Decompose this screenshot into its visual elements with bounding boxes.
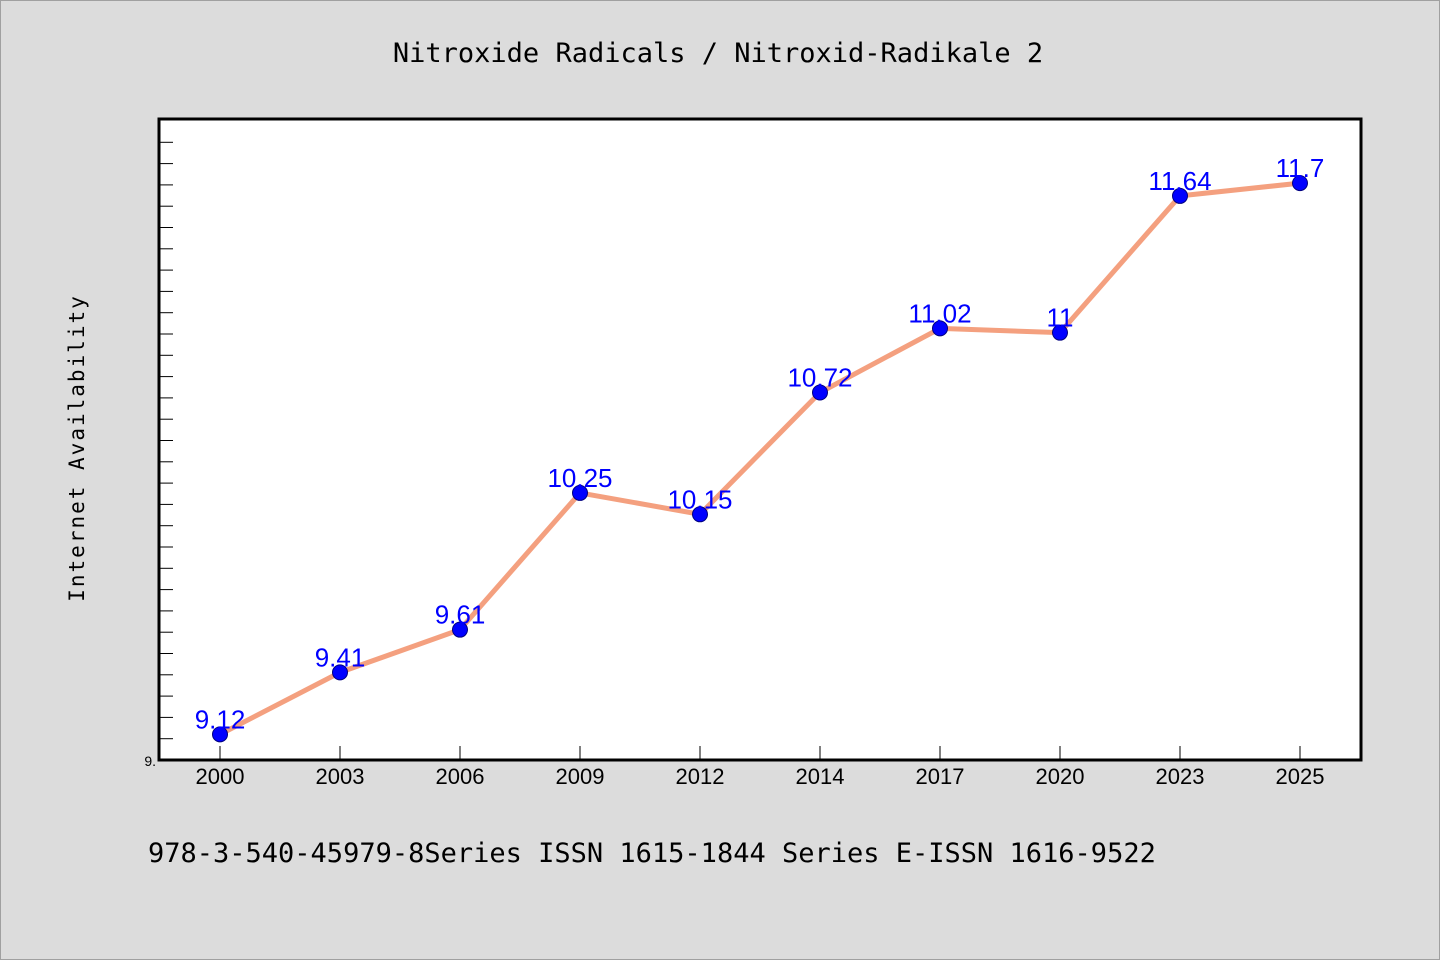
data-label: 9.41 [315, 642, 366, 672]
data-label: 11.02 [908, 298, 971, 328]
footer-text: 978-3-540-45979-8Series ISSN 1615-1844 S… [148, 838, 1156, 869]
x-tick-label: 2000 [196, 764, 245, 789]
x-tick-label: 2012 [676, 764, 725, 789]
data-point [1292, 175, 1308, 192]
x-tick-label: 2014 [796, 764, 845, 789]
data-point [332, 664, 348, 681]
y-axis-label: Internet Availability [65, 294, 89, 602]
chart-title: Nitroxide Radicals / Nitroxid-Radikale 2 [393, 38, 1043, 69]
plot-area [157, 117, 1363, 762]
data-label: 11.7 [1276, 153, 1325, 183]
data-point [452, 621, 468, 638]
x-tick-label: 2006 [436, 764, 485, 789]
data-label: 11 [1047, 303, 1074, 333]
y-axis-ticks [159, 141, 173, 740]
data-label: 10.25 [547, 463, 612, 493]
data-label: 10.72 [787, 362, 852, 392]
data-point [932, 320, 948, 337]
data-point [212, 726, 228, 743]
data-label: 11.64 [1148, 166, 1211, 196]
x-tick-label: 2009 [556, 764, 605, 789]
x-tick-label: 2020 [1036, 764, 1085, 789]
data-label: 9.12 [195, 704, 246, 734]
data-point [572, 484, 588, 501]
y-tick-label: 9. [144, 753, 156, 769]
series-line [217, 180, 1303, 737]
data-labels: 9.12 9.41 9.61 10.25 10.15 10.72 11.02 11 11.64 1… [195, 153, 1325, 734]
x-axis-ticks: 2000 2003 2006 2009 2012 2014 2017 2020 2023 2025 [196, 746, 1325, 789]
data-label: 9.61 [435, 600, 486, 630]
x-tick-label: 2017 [916, 764, 965, 789]
x-tick-label: 2023 [1156, 764, 1205, 789]
data-label: 10.15 [667, 484, 732, 514]
data-markers [212, 175, 1308, 743]
x-tick-label: 2025 [1276, 764, 1325, 789]
data-point [1172, 187, 1188, 204]
data-point [812, 384, 828, 401]
data-point [1052, 324, 1068, 341]
x-tick-label: 2003 [316, 764, 365, 789]
data-point [692, 506, 708, 523]
